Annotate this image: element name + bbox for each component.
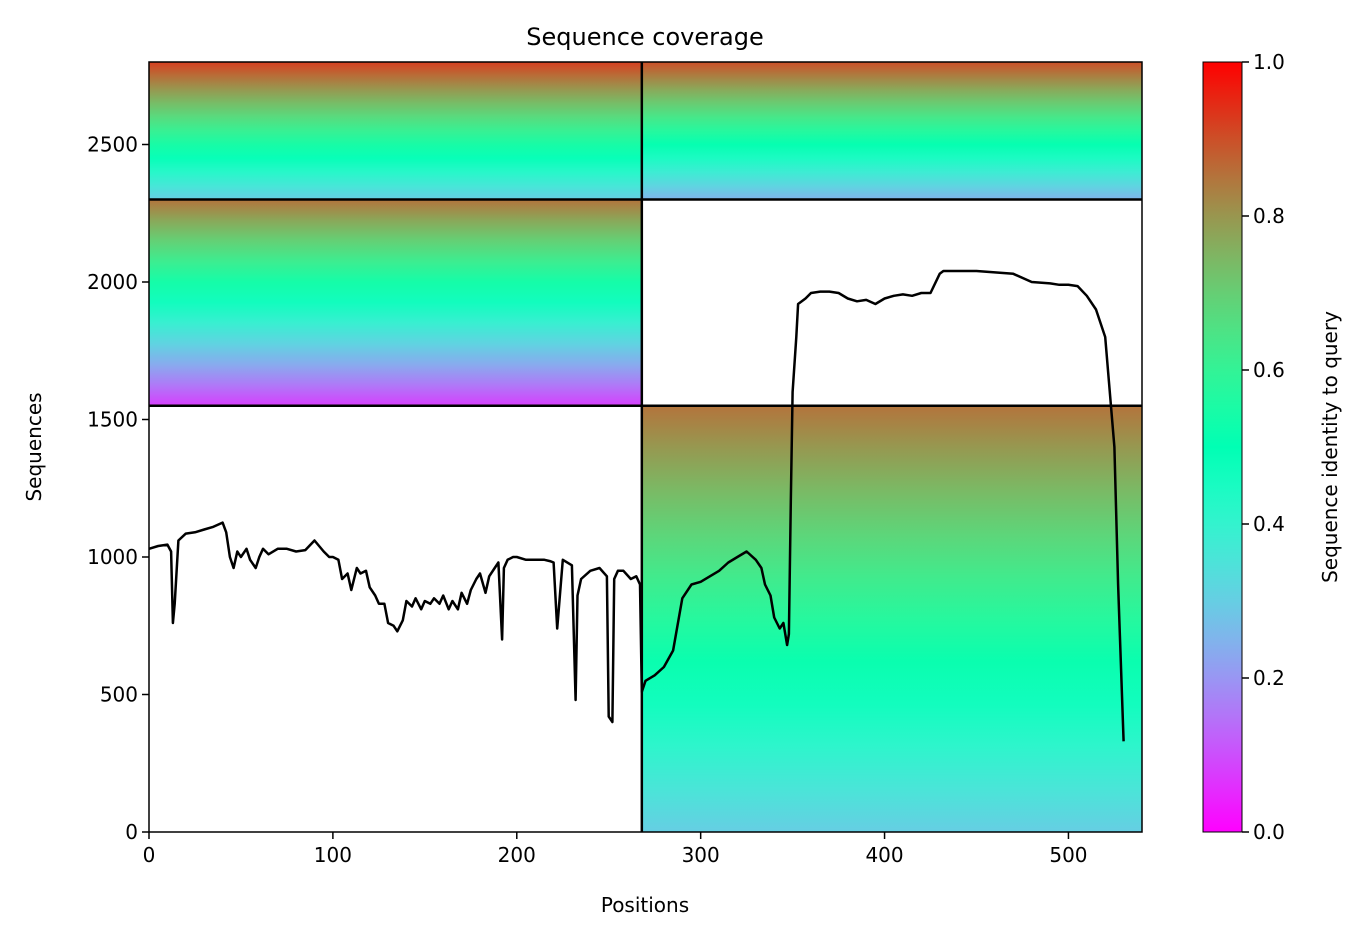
colorbar-tick-label: 0.2 — [1253, 666, 1285, 690]
x-tick-label: 300 — [682, 843, 720, 867]
y-axis: 0 500 1000 1500 2000 2500 — [87, 133, 149, 844]
x-tick-label: 400 — [865, 843, 903, 867]
heatmap-blocks — [149, 62, 1142, 832]
x-tick-label: 100 — [314, 843, 352, 867]
chain-break-lines — [149, 62, 1142, 832]
colorbar-tick-label: 0.0 — [1253, 820, 1285, 844]
x-tick-label: 500 — [1049, 843, 1087, 867]
colorbar-tick-label: 0.4 — [1253, 512, 1285, 536]
y-tick-label: 0 — [125, 820, 138, 844]
y-tick-label: 500 — [100, 683, 138, 707]
colorbar-label: Sequence identity to query — [1318, 311, 1342, 583]
heatmap-block-chain-B/chain-A — [641, 405, 1142, 832]
y-axis-label: Sequences — [22, 392, 46, 501]
x-axis-label: Positions — [601, 893, 689, 917]
y-tick-label: 1000 — [87, 545, 138, 569]
y-tick-label: 2000 — [87, 270, 138, 294]
colorbar-axis: 0.0 0.2 0.4 0.6 0.8 1.0 — [1242, 50, 1285, 844]
coverage-line — [148, 269, 1125, 742]
colorbar — [1202, 61, 1243, 833]
heatmap-block-chain-A/chain-B — [149, 62, 642, 200]
x-axis: 0 100 200 300 400 500 — [143, 832, 1088, 867]
chart-title: Sequence coverage — [526, 23, 763, 51]
x-tick-label: 0 — [143, 843, 156, 867]
coverage-line-layer — [148, 269, 1125, 742]
y-tick-label: 2500 — [87, 133, 138, 157]
heatmap-block-chain-B/chain-B — [641, 62, 1142, 200]
colorbar-tick-label: 1.0 — [1253, 50, 1285, 74]
x-tick-label: 200 — [498, 843, 536, 867]
colorbar-tick-label: 0.8 — [1253, 204, 1285, 228]
colorbar-tick-label: 0.6 — [1253, 358, 1285, 382]
y-tick-label: 1500 — [87, 408, 138, 432]
heatmap-block-chain-A/chain-A — [149, 199, 642, 406]
plot-frame — [148, 61, 1143, 833]
